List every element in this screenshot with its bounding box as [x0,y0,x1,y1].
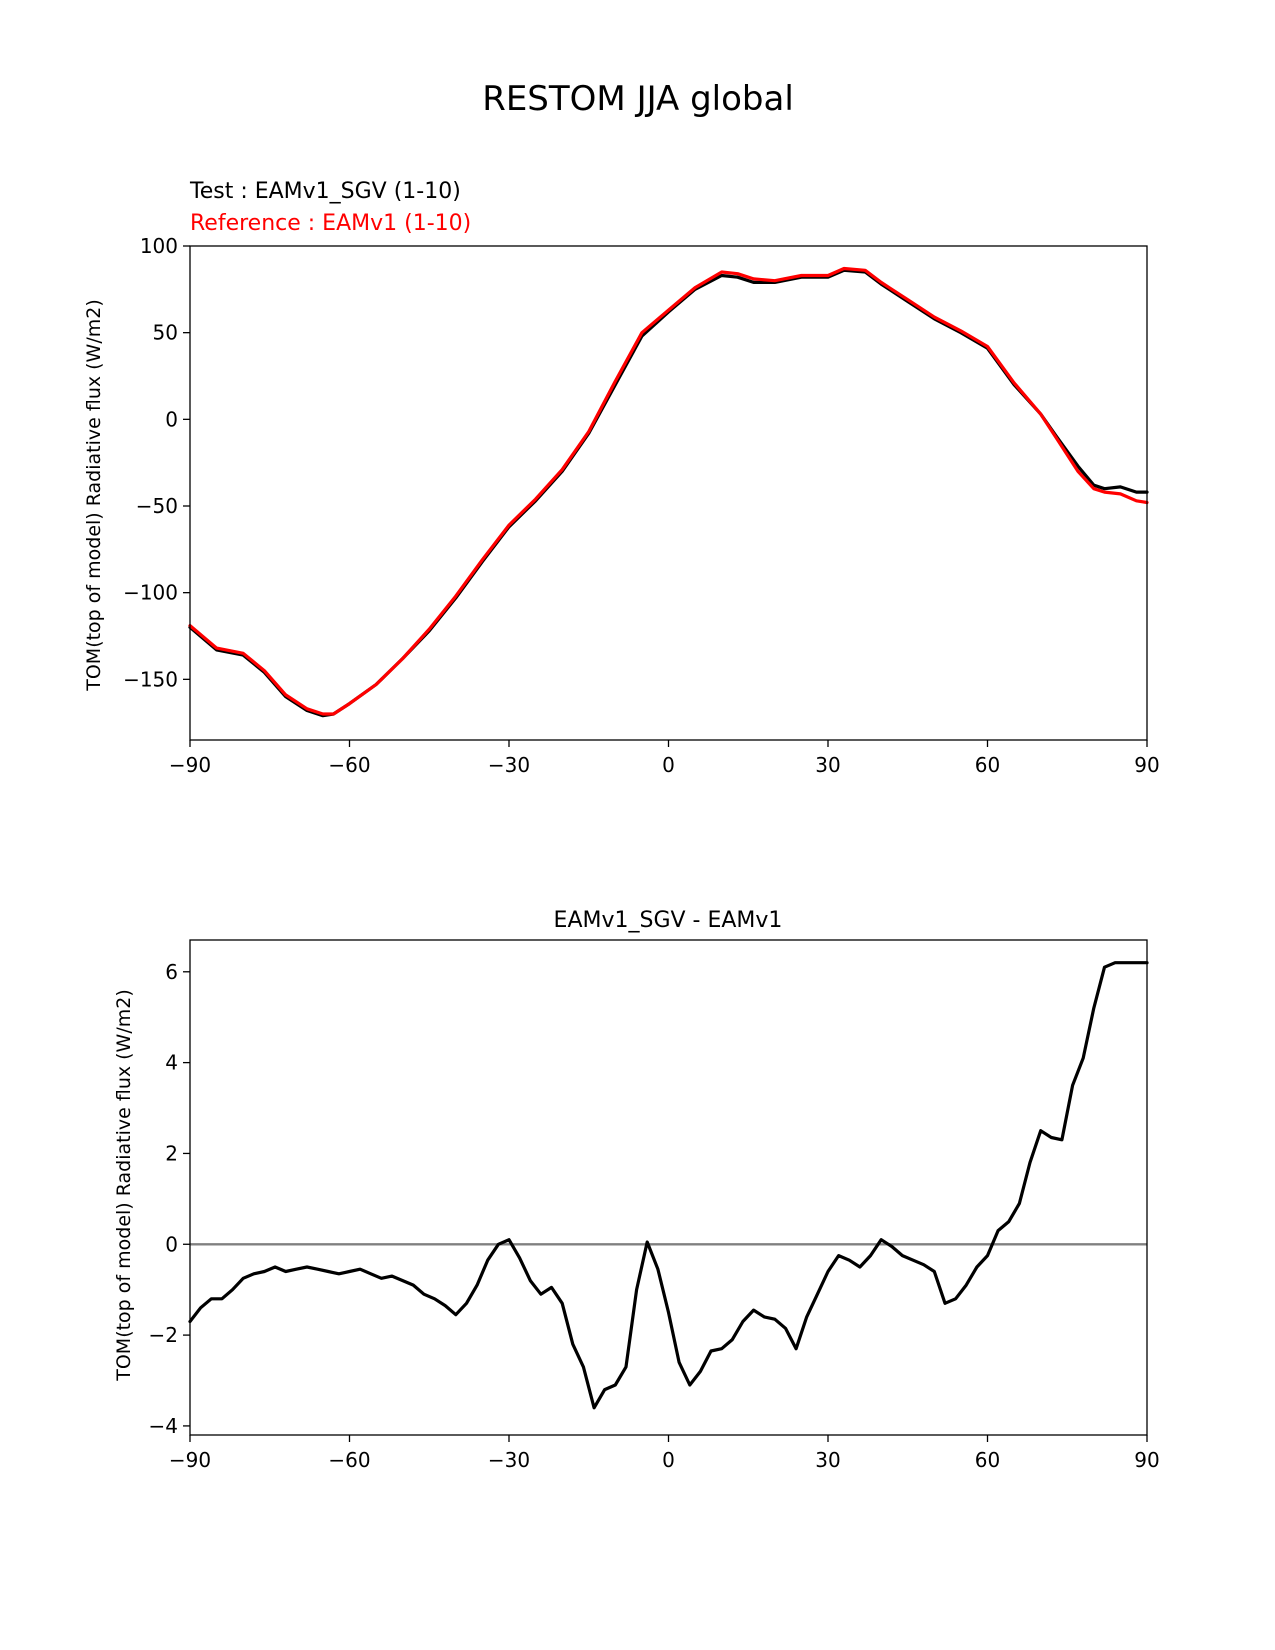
x-tick-label: −90 [169,1448,211,1472]
bottom-ylabel: TOM(top of model) Radiative flux (W/m2) [113,989,135,1382]
bottom-plot-area [188,961,1149,1410]
series-line-eamv1-sgv-eamv1 [188,961,1149,1410]
x-tick-label: −90 [169,753,211,777]
x-tick-label: 30 [815,1448,840,1472]
top-panel: Test : EAMv1_SGV (1-10) Reference : EAMv… [83,179,1160,777]
figure-title: RESTOM JJA global [482,79,794,119]
x-tick-label: 0 [662,1448,675,1472]
y-tick-label: −100 [123,581,178,605]
y-tick-label: 0 [165,1232,178,1256]
y-tick-label: −50 [136,494,178,518]
bottom-title: EAMv1_SGV - EAMv1 [554,908,783,933]
x-tick-label: −30 [488,753,530,777]
x-tick-label: 60 [975,1448,1000,1472]
y-tick-label: 100 [140,234,178,258]
top-ylabel: TOM(top of model) Radiative flux (W/m2) [83,299,105,692]
bottom-x-axis: −90 −60 −30 0 30 60 90 [169,1435,1160,1472]
y-tick-label: 2 [165,1141,178,1165]
test-label: Test : EAMv1_SGV (1-10) [189,179,461,204]
x-tick-label: 90 [1134,753,1159,777]
x-tick-label: 0 [662,753,675,777]
y-tick-label: 4 [165,1051,178,1075]
bottom-axes-frame [189,939,1148,1436]
top-axes-frame [189,245,1148,741]
top-y-axis: 100 50 0 −50 −100 −150 [123,234,190,691]
series-line-eamv1-sgv [188,268,1149,718]
y-tick-label: −2 [149,1323,178,1347]
y-tick-label: 6 [165,960,178,984]
top-plot-area [188,266,1149,718]
x-tick-label: −60 [328,753,370,777]
x-tick-label: 90 [1134,1448,1159,1472]
bottom-panel: EAMv1_SGV - EAMv1 TOM(top of model) Radi… [113,908,1160,1472]
x-tick-label: −30 [488,1448,530,1472]
y-tick-label: 0 [165,407,178,431]
bottom-y-axis: 6 4 2 0 −2 −4 [149,960,190,1438]
x-tick-label: −60 [328,1448,370,1472]
x-tick-label: 60 [975,753,1000,777]
y-tick-label: 50 [153,321,178,345]
y-tick-label: −150 [123,667,178,691]
x-tick-label: 30 [815,753,840,777]
y-tick-label: −4 [149,1414,178,1438]
reference-label: Reference : EAMv1 (1-10) [190,211,471,236]
series-line-eamv1 [188,266,1149,716]
top-x-axis: −90 −60 −30 0 30 60 90 [169,740,1160,777]
